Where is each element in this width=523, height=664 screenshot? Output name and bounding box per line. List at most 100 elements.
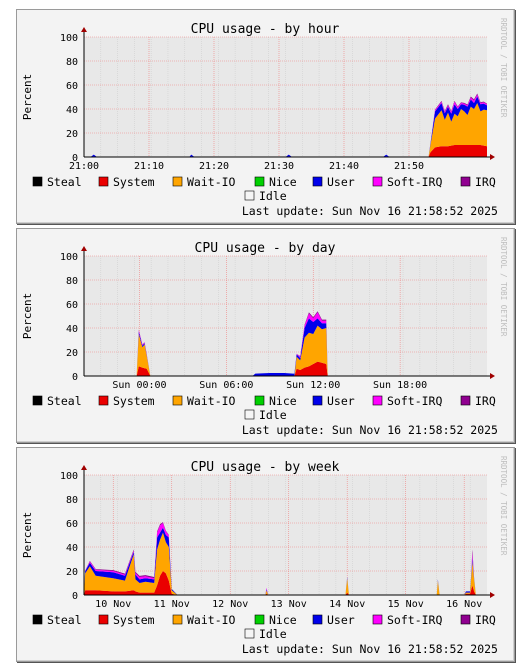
legend-swatch-wait-io — [172, 176, 183, 187]
y-tick-label: 20 — [66, 567, 78, 578]
legend-swatch-system — [98, 176, 109, 187]
legend-label-system: System — [113, 175, 155, 189]
legend-swatch-nice — [254, 614, 265, 625]
legend-label-idle: Idle — [259, 189, 287, 203]
legend-swatch-nice — [254, 176, 265, 187]
watermark-text: RRDTOOL / TOBI OETIKER — [499, 18, 508, 118]
legend-label-wait-io: Wait-IO — [187, 394, 236, 408]
last-update-text: Last update: Sun Nov 16 21:58:52 2025 — [242, 642, 498, 656]
legend-swatch-steal — [32, 395, 43, 406]
x-tick-label: 21:50 — [394, 161, 424, 172]
cpu-week-chart: CPU usage - by week RRDTOOL / TOBI OETIKE… — [21, 456, 508, 656]
y-tick-label: 100 — [60, 252, 78, 263]
last-update-text: Last update: Sun Nov 16 21:58:52 2025 — [242, 204, 498, 218]
x-tick-label: 16 Nov — [446, 599, 482, 610]
x-tick-label: Sun 12:00 — [286, 380, 340, 391]
x-axis-arrow — [490, 154, 495, 160]
y-tick-label: 80 — [66, 495, 78, 506]
legend-swatch-system — [98, 395, 109, 406]
legend-swatch-irq — [460, 176, 471, 187]
y-tick-label: 40 — [66, 105, 78, 116]
legend-swatch-idle — [244, 190, 255, 201]
last-update-text: Last update: Sun Nov 16 21:58:52 2025 — [242, 423, 498, 437]
y-axis-label: Percent — [21, 512, 34, 558]
chart-title: CPU usage - by hour — [191, 22, 340, 37]
legend-label-system: System — [113, 613, 155, 627]
cpu-hour-panel: CPU usage - by hour RRDTOOL / TOBI OETIKE… — [16, 9, 515, 224]
cpu-day-panel: CPU usage - by day RRDTOOL / TOBI OETIKER… — [16, 228, 515, 443]
legend-label-user: User — [327, 175, 355, 189]
legend-swatch-user — [312, 395, 323, 406]
y-tick-label: 100 — [60, 471, 78, 482]
cpu-day-chart: CPU usage - by day RRDTOOL / TOBI OETIKER… — [21, 237, 508, 437]
legend-label-idle: Idle — [259, 627, 287, 641]
legend-label-steal: Steal — [47, 613, 82, 627]
legend-label-nice: Nice — [269, 613, 297, 627]
legend-swatch-soft-irq — [372, 614, 383, 625]
watermark-text: RRDTOOL / TOBI OETIKER — [499, 456, 508, 556]
y-axis-label: Percent — [21, 74, 34, 120]
y-tick-label: 60 — [66, 81, 78, 92]
y-tick-label: 80 — [66, 57, 78, 68]
legend-swatch-user — [312, 176, 323, 187]
legend-swatch-system — [98, 614, 109, 625]
y-tick-label: 0 — [72, 591, 78, 602]
legend-label-soft-irq: Soft-IRQ — [387, 175, 442, 189]
x-tick-label: Sun 18:00 — [373, 380, 427, 391]
series-wait-io-area — [84, 532, 487, 595]
x-tick-label: 21:30 — [264, 161, 294, 172]
legend-label-system: System — [113, 394, 155, 408]
x-tick-label: 10 Nov — [95, 599, 131, 610]
legend-swatch-idle — [244, 409, 255, 420]
x-tick-label: 21:10 — [134, 161, 164, 172]
legend-label-irq: IRQ — [475, 613, 496, 627]
x-axis-arrow — [490, 373, 495, 379]
legend-label-steal: Steal — [47, 394, 82, 408]
legend-swatch-soft-irq — [372, 395, 383, 406]
legend-label-nice: Nice — [269, 394, 297, 408]
x-tick-label: 21:40 — [329, 161, 359, 172]
legend-swatch-idle — [244, 628, 255, 639]
legend-swatch-soft-irq — [372, 176, 383, 187]
series-system-area — [84, 571, 487, 595]
y-tick-label: 60 — [66, 519, 78, 530]
y-tick-label: 40 — [66, 543, 78, 554]
y-tick-label: 40 — [66, 324, 78, 335]
legend-swatch-wait-io — [172, 614, 183, 625]
legend-label-user: User — [327, 394, 355, 408]
cpu-hour-chart: CPU usage - by hour RRDTOOL / TOBI OETIKE… — [21, 18, 508, 218]
y-axis-arrow — [81, 465, 87, 470]
legend-swatch-wait-io — [172, 395, 183, 406]
x-tick-label: 12 Nov — [212, 599, 248, 610]
x-tick-label: 21:20 — [199, 161, 229, 172]
y-tick-label: 20 — [66, 129, 78, 140]
x-tick-label: 15 Nov — [388, 599, 424, 610]
y-axis-arrow — [81, 246, 87, 251]
y-tick-label: 0 — [72, 153, 78, 164]
x-tick-label: Sun 06:00 — [199, 380, 253, 391]
chart-title: CPU usage - by day — [195, 241, 336, 256]
cpu-week-panel: CPU usage - by week RRDTOOL / TOBI OETIKE… — [16, 447, 515, 662]
legend-label-wait-io: Wait-IO — [187, 175, 236, 189]
legend-label-nice: Nice — [269, 175, 297, 189]
x-tick-label: 21:00 — [69, 161, 99, 172]
legend-label-soft-irq: Soft-IRQ — [387, 613, 442, 627]
legend-swatch-steal — [32, 176, 43, 187]
x-tick-label: Sun 00:00 — [112, 380, 166, 391]
legend-label-steal: Steal — [47, 175, 82, 189]
y-tick-label: 60 — [66, 300, 78, 311]
x-tick-label: 11 Nov — [154, 599, 190, 610]
watermark-text: RRDTOOL / TOBI OETIKER — [499, 237, 508, 337]
y-tick-label: 20 — [66, 348, 78, 359]
y-axis-label: Percent — [21, 293, 34, 339]
y-tick-label: 0 — [72, 372, 78, 383]
legend-swatch-irq — [460, 614, 471, 625]
legend-label-idle: Idle — [259, 408, 287, 422]
y-tick-label: 100 — [60, 33, 78, 44]
legend-label-wait-io: Wait-IO — [187, 613, 236, 627]
x-tick-label: 13 Nov — [271, 599, 307, 610]
legend-swatch-user — [312, 614, 323, 625]
chart-title: CPU usage - by week — [191, 460, 340, 475]
legend-swatch-steal — [32, 614, 43, 625]
legend-swatch-irq — [460, 395, 471, 406]
